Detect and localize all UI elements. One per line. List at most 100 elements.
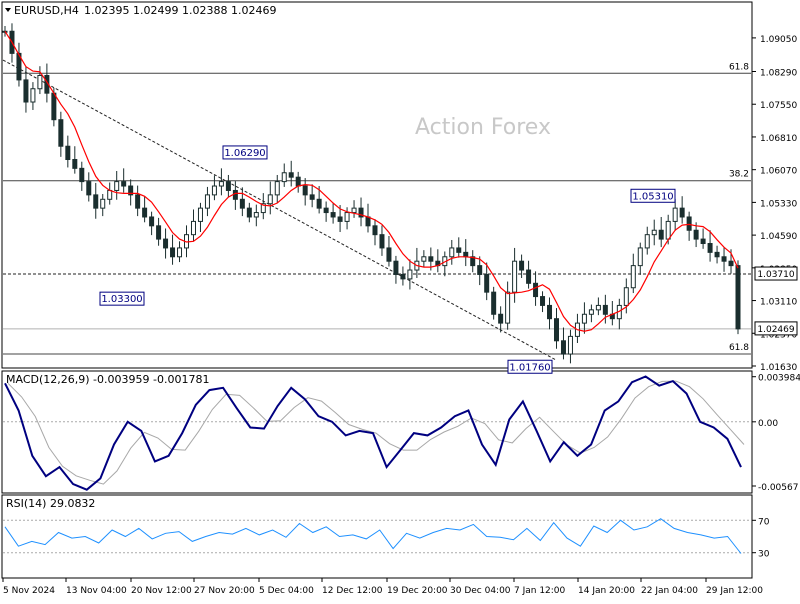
candle-body (135, 194, 141, 209)
candle-body (309, 194, 315, 200)
swing-price-label-box (222, 145, 268, 160)
candle-body (547, 304, 553, 320)
fib-level-label: 61.8 (729, 343, 749, 353)
candle-body (700, 238, 706, 245)
candle-body (177, 247, 183, 258)
candle-body (602, 304, 608, 315)
candle-body (449, 247, 455, 258)
candle-body (72, 158, 78, 169)
fib-level-label: 38.2 (729, 170, 749, 180)
candle-body (714, 251, 720, 258)
candle-body (51, 92, 57, 121)
candle-body (246, 207, 252, 218)
candle-body (505, 291, 511, 324)
price-panel-frame (1, 1, 753, 369)
candle-body (218, 181, 224, 187)
price-tick-label: 1.07550 (760, 101, 797, 111)
candle-body (721, 256, 727, 262)
x-axis-label: 29 Jan 12:00 (706, 586, 763, 596)
candle-body (281, 172, 287, 183)
rsi-tick-label: 70 (758, 517, 770, 527)
candle-body (274, 181, 280, 196)
candle-body (121, 181, 127, 187)
macd-line (4, 375, 742, 491)
swing-price-label-box (507, 359, 553, 374)
candle-body (665, 220, 671, 240)
candle-body (267, 194, 273, 205)
candle-body (337, 216, 343, 222)
swing-price-label-box (99, 291, 145, 306)
macd-tick-label: -0.00567 (758, 483, 798, 493)
candle-body (735, 265, 741, 330)
candle-body (456, 247, 462, 253)
right-price-label: 1.02469 (757, 325, 794, 335)
swing-price-label-box (630, 188, 676, 203)
candle-body (728, 260, 734, 267)
candle-body (470, 256, 476, 267)
x-axis-label: 7 Jan 12:00 (514, 586, 566, 596)
candle-body (484, 273, 490, 293)
candle-body (232, 189, 238, 200)
x-axis-label: 20 Nov 12:00 (131, 586, 192, 596)
price-tick-label: 1.08290 (760, 69, 797, 79)
macd-tick-label: 0.003984 (758, 374, 800, 384)
price-tick-label: 1.04590 (760, 232, 797, 242)
rsi-panel-frame (1, 494, 753, 579)
candle-body (588, 309, 594, 315)
x-axis-label: 22 Jan 04:00 (641, 586, 698, 596)
candle-body (316, 198, 322, 209)
trend-line (2, 59, 557, 361)
candle-body (330, 212, 336, 218)
candle-body (644, 234, 650, 249)
price-tick-label: 1.06070 (760, 167, 797, 177)
right-price-label-box (754, 266, 798, 281)
watermark: Action Forex (415, 115, 551, 140)
candle-body (295, 176, 301, 187)
candle-body (344, 212, 350, 222)
candle-body (672, 207, 678, 222)
x-axis-label: 13 Nov 04:00 (66, 586, 127, 596)
rsi-tick-label: 30 (758, 550, 770, 560)
x-axis-label: 19 Dec 20:00 (387, 586, 448, 596)
candle-body (253, 212, 259, 218)
candle-body (498, 313, 504, 324)
candle-body (30, 88, 36, 103)
price-tick-label: 1.06810 (760, 134, 797, 144)
candle-body (567, 335, 573, 355)
swing-price-label: 1.01760 (509, 362, 550, 373)
ohlc-values: 1.02395 1.02499 1.02388 1.02469 (84, 4, 276, 17)
candle-body (16, 52, 22, 81)
candle-body (630, 265, 636, 289)
candle-body (351, 207, 357, 214)
right-price-label: 1.03710 (757, 270, 794, 280)
candle-body (65, 145, 71, 160)
candle-body (79, 167, 85, 183)
candle-body (372, 225, 378, 236)
swing-price-label: 1.06290 (224, 148, 265, 159)
candle-body (540, 296, 546, 306)
x-axis-label: 30 Dec 04:00 (450, 586, 511, 596)
rsi-line (4, 518, 742, 554)
candle-body (128, 185, 134, 196)
candle-body (512, 260, 518, 293)
candle-body (288, 172, 294, 178)
collapse-arrow-icon[interactable] (5, 8, 11, 12)
price-tick-label: 1.03110 (760, 298, 797, 308)
price-tick-label: 1.09050 (760, 35, 797, 45)
candle-body (595, 304, 601, 311)
swing-price-label: 1.05310 (632, 191, 673, 202)
moving-average-line (4, 30, 739, 332)
candle-body (491, 291, 497, 315)
x-axis-label: 12 Dec 12:00 (322, 586, 383, 596)
right-price-label-box (754, 321, 798, 336)
candle-body (519, 260, 525, 271)
candle-body (428, 256, 434, 262)
candle-body (463, 251, 469, 258)
candle-body (560, 340, 566, 355)
candle-body (658, 229, 664, 240)
candle-body (114, 181, 120, 191)
x-axis-label: 14 Jan 20:00 (578, 586, 635, 596)
price-tick-label: 1.01630 (760, 363, 797, 373)
candle-body (239, 198, 245, 209)
